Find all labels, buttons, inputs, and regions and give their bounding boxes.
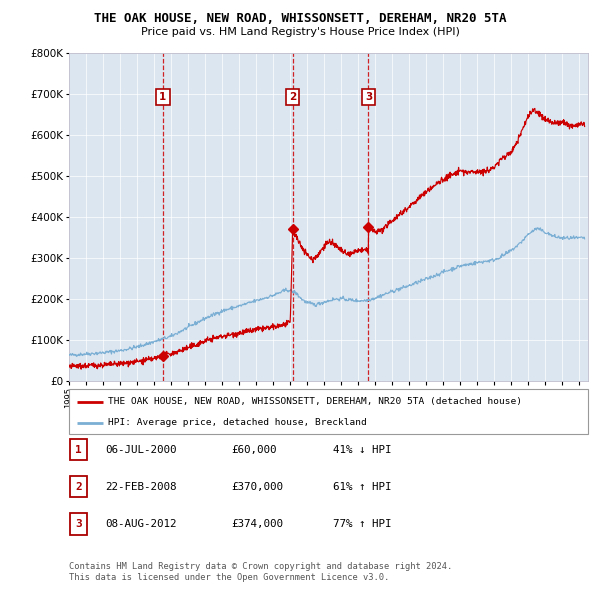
Text: 3: 3 bbox=[75, 519, 82, 529]
Text: HPI: Average price, detached house, Breckland: HPI: Average price, detached house, Brec… bbox=[108, 418, 367, 427]
FancyBboxPatch shape bbox=[70, 439, 87, 460]
Text: 06-JUL-2000: 06-JUL-2000 bbox=[105, 445, 176, 454]
Text: THE OAK HOUSE, NEW ROAD, WHISSONSETT, DEREHAM, NR20 5TA (detached house): THE OAK HOUSE, NEW ROAD, WHISSONSETT, DE… bbox=[108, 397, 522, 407]
Text: £374,000: £374,000 bbox=[231, 519, 283, 529]
Text: 1: 1 bbox=[75, 445, 82, 454]
Text: £370,000: £370,000 bbox=[231, 482, 283, 491]
Text: Contains HM Land Registry data © Crown copyright and database right 2024.: Contains HM Land Registry data © Crown c… bbox=[69, 562, 452, 571]
Text: 61% ↑ HPI: 61% ↑ HPI bbox=[333, 482, 392, 491]
FancyBboxPatch shape bbox=[69, 389, 588, 434]
Text: 77% ↑ HPI: 77% ↑ HPI bbox=[333, 519, 392, 529]
Text: This data is licensed under the Open Government Licence v3.0.: This data is licensed under the Open Gov… bbox=[69, 572, 389, 582]
Text: 22-FEB-2008: 22-FEB-2008 bbox=[105, 482, 176, 491]
Text: THE OAK HOUSE, NEW ROAD, WHISSONSETT, DEREHAM, NR20 5TA: THE OAK HOUSE, NEW ROAD, WHISSONSETT, DE… bbox=[94, 12, 506, 25]
Text: 1: 1 bbox=[159, 92, 166, 102]
FancyBboxPatch shape bbox=[70, 476, 87, 497]
FancyBboxPatch shape bbox=[70, 513, 87, 535]
Text: 08-AUG-2012: 08-AUG-2012 bbox=[105, 519, 176, 529]
Text: 41% ↓ HPI: 41% ↓ HPI bbox=[333, 445, 392, 454]
Text: £60,000: £60,000 bbox=[231, 445, 277, 454]
Text: 2: 2 bbox=[289, 92, 296, 102]
Text: Price paid vs. HM Land Registry's House Price Index (HPI): Price paid vs. HM Land Registry's House … bbox=[140, 28, 460, 37]
Text: 3: 3 bbox=[365, 92, 372, 102]
Text: 2: 2 bbox=[75, 482, 82, 491]
